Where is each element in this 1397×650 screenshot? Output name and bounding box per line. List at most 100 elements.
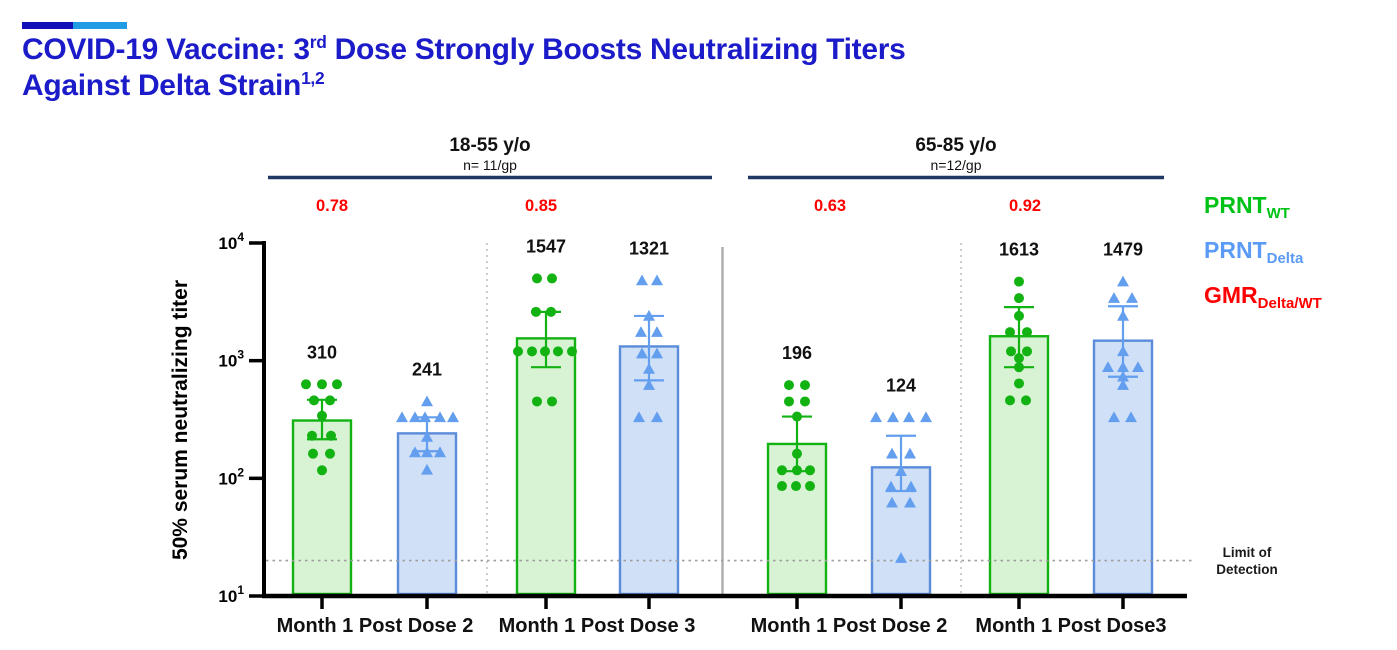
gmr-value-0: 0.78 [316,197,348,215]
data-point-circle [325,448,335,459]
data-point-circle [301,379,311,390]
limit-of-detection-label-line2: Detection [1216,562,1278,577]
x-category-label-1: Month 1 Post Dose 3 [499,615,696,637]
data-point-circle [784,396,794,407]
title-line1-rest: Dose Strongly Boosts Neutralizing Titers [326,33,906,66]
y-tick-label-10e2: 102 [218,465,244,488]
data-point-triangle [447,411,459,423]
bar-wt-6 [988,335,1050,596]
data-point-circle [317,410,327,421]
data-point-circle [1005,327,1015,338]
data-point-circle [547,273,557,284]
data-point-triangle [419,411,431,423]
bar-wt-0 [291,419,353,596]
data-point-triangle [434,411,446,423]
data-point-triangle [1117,345,1129,357]
slide-title: COVID-19 Vaccine: 3rd Dose Strongly Boos… [22,32,906,104]
age-group-n-label-1: n=12/gp [931,157,982,173]
data-point-triangle [1117,370,1129,382]
bar-wt-2 [515,337,577,596]
title-line1-text: COVID-19 Vaccine: 3 [22,33,310,66]
data-point-circle [325,395,335,406]
data-point-triangle [651,411,663,423]
data-point-triangle [635,326,647,337]
data-point-circle [1005,395,1015,406]
data-point-triangle [887,411,899,423]
data-point-circle [326,430,336,441]
data-point-circle [1014,362,1024,373]
data-point-triangle [396,411,408,423]
legend-gmr-delta-wt: GMRDelta/WT [1204,282,1322,312]
data-point-triangle [1117,275,1129,287]
data-point-triangle [633,411,645,423]
x-category-label-3: Month 1 Post Dose3 [975,615,1166,637]
bar-value-label-0: 310 [307,342,337,362]
accent-bar [22,22,127,29]
bar-value-label-2: 1547 [526,236,566,256]
data-point-triangle [895,465,907,476]
legend-prnt-wt: PRNTWT [1204,192,1290,222]
data-point-triangle [409,446,421,458]
data-point-triangle [905,480,917,492]
data-point-triangle [636,347,648,359]
bar-value-label-4: 196 [782,343,812,363]
data-point-circle [805,465,815,476]
data-point-triangle [1126,292,1138,303]
data-point-circle [527,346,537,357]
data-point-circle [1006,346,1016,357]
data-point-triangle [1108,411,1120,423]
y-tick-label-10e1: 101 [218,583,244,606]
data-point-triangle [643,362,655,374]
data-point-circle [308,448,318,459]
data-point-triangle [885,480,897,492]
data-point-triangle [1125,411,1137,423]
data-point-circle [777,465,787,476]
data-point-circle [1022,327,1032,338]
data-point-circle [800,396,810,407]
data-point-circle [784,380,794,391]
data-point-triangle [651,347,663,359]
data-point-circle [1014,353,1024,364]
age-group-n-label-0: n= 11/gp [463,157,517,173]
x-category-label-2: Month 1 Post Dose 2 [751,615,948,637]
data-point-triangle [920,411,932,423]
data-point-triangle [1117,379,1129,390]
title-line2-text: Against Delta Strain [22,69,302,102]
age-group-label-0: 18-55 y/o [449,135,530,156]
title-reference-superscript: 1,2 [301,68,325,88]
y-tick-label-10e3: 103 [218,348,244,371]
gmr-value-3: 0.92 [1009,197,1041,215]
accent-bar-dark [22,22,73,29]
data-point-circle [791,481,801,492]
data-point-circle [792,448,802,459]
data-point-circle [332,379,342,390]
data-point-triangle [904,447,916,459]
data-point-triangle [895,552,907,563]
data-point-triangle [636,274,648,286]
data-point-triangle [1108,292,1120,303]
bar-value-label-7: 1479 [1103,240,1143,260]
data-point-circle [531,306,541,317]
data-point-circle [792,411,802,422]
bar-value-label-1: 241 [412,359,442,379]
data-point-circle [800,380,810,391]
bar-value-label-5: 124 [886,375,916,395]
y-tick-label-10e4: 104 [218,230,244,253]
gmr-value-2: 0.63 [814,197,846,215]
age-group-label-1: 65-85 y/o [915,135,996,156]
data-point-circle [547,396,557,407]
data-point-triangle [1117,309,1129,321]
data-point-triangle [870,411,882,423]
data-point-circle [540,346,550,357]
data-point-circle [309,395,319,406]
data-point-circle [1014,276,1024,287]
data-point-circle [777,481,787,492]
data-point-triangle [421,446,433,458]
data-point-circle [307,430,317,441]
x-category-label-0: Month 1 Post Dose 2 [277,615,474,637]
data-point-circle [567,346,577,357]
limit-of-detection-label-line1: Limit of [1223,545,1272,560]
data-point-triangle [643,379,655,390]
